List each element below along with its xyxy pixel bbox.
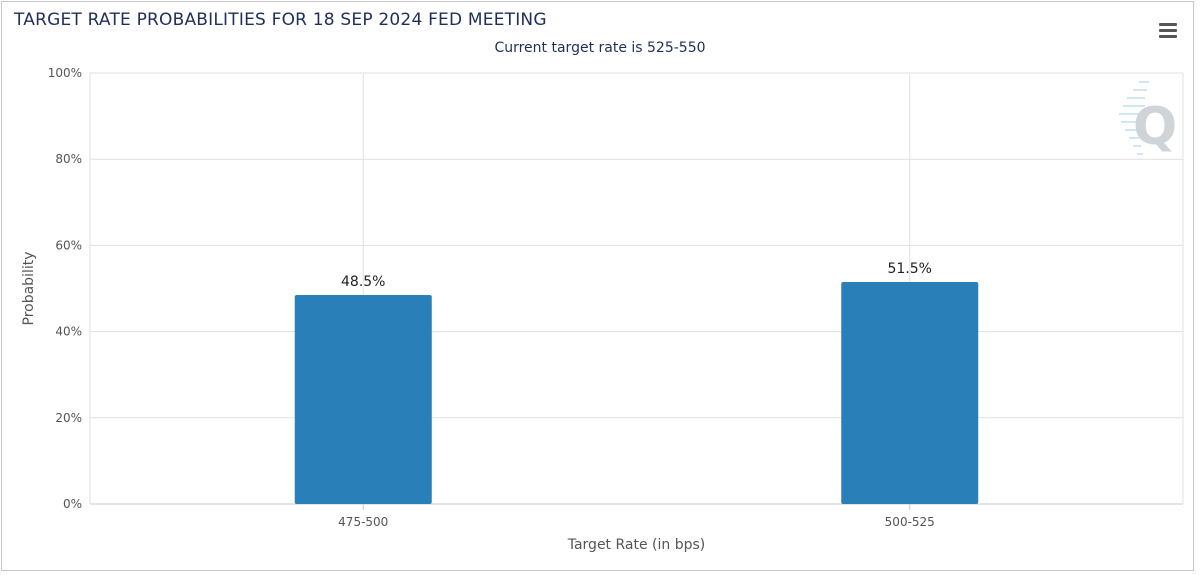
data-label: 48.5% xyxy=(341,274,385,290)
q-logo-watermark: Q xyxy=(1119,81,1177,157)
hamburger-menu-icon[interactable] xyxy=(1156,20,1180,42)
chart-subtitle: Current target rate is 525-550 xyxy=(494,40,706,56)
y-axis-ticks: 0% 20% 40% 60% 80% 100% xyxy=(48,66,82,511)
y-tick-label: 20% xyxy=(55,411,82,425)
x-axis-ticks: 475-500 500-525 xyxy=(338,504,935,529)
bar-series xyxy=(294,282,979,504)
data-labels: 48.5% 51.5% xyxy=(341,261,932,290)
y-tick-label: 0% xyxy=(63,497,82,511)
y-tick-label: 100% xyxy=(48,66,82,80)
y-tick-label: 40% xyxy=(55,325,82,339)
y-axis-title: Probability xyxy=(21,251,37,325)
watermark-letter: Q xyxy=(1133,97,1177,157)
chart-title: TARGET RATE PROBABILITIES FOR 18 SEP 202… xyxy=(14,10,547,30)
bar-475-500[interactable] xyxy=(294,294,432,504)
bar-500-525[interactable] xyxy=(841,282,979,504)
y-tick-label: 60% xyxy=(55,238,82,252)
gridlines xyxy=(89,72,1184,505)
x-axis-title: Target Rate (in bps) xyxy=(567,537,706,553)
x-tick-label: 500-525 xyxy=(885,515,935,529)
y-tick-label: 80% xyxy=(55,152,82,166)
data-label: 51.5% xyxy=(888,261,932,277)
x-tick-label: 475-500 xyxy=(338,515,388,529)
